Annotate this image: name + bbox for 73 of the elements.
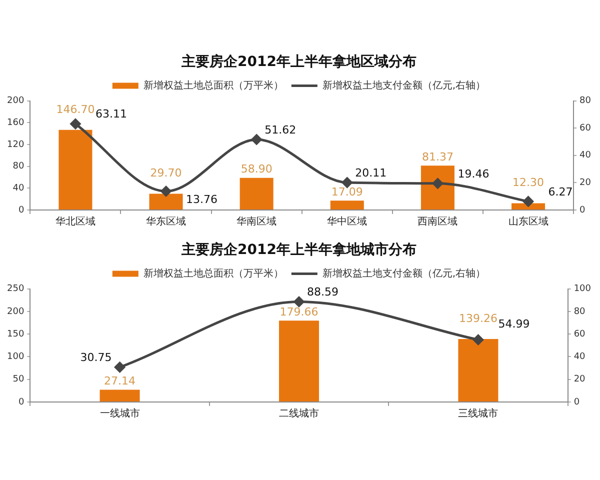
bar (58, 130, 92, 210)
x-tick-label: 一线城市 (100, 408, 140, 420)
bar (100, 390, 140, 402)
point (342, 177, 352, 188)
data-label: 139.26 (458, 312, 498, 325)
data-label: 179.66 (280, 306, 318, 319)
legend-label: 新增权益土地总面积（万平米） (143, 267, 284, 280)
legend-label: 新增权益土地支付金额（亿元,右轴） (322, 79, 486, 92)
x-tick-label: 三线城市 (458, 408, 498, 420)
y2-tick-label: 100 (574, 284, 592, 294)
bar (420, 166, 454, 210)
y2-tick-label: 0 (580, 205, 586, 216)
data-label: 63.11 (95, 108, 127, 121)
data-label: 6.27 (548, 185, 573, 198)
x-tick-label: 山东区域 (508, 216, 548, 228)
y-tick-label: 150 (6, 329, 24, 340)
point (472, 334, 484, 345)
data-label: 146.70 (56, 102, 95, 116)
data-label: 51.62 (264, 123, 296, 136)
legend-label: 新增权益土地支付金额（亿元,右轴） (322, 267, 486, 280)
data-label: 30.75 (80, 351, 112, 364)
bar (149, 194, 183, 210)
data-label: 19.46 (458, 167, 490, 180)
bar (458, 338, 498, 402)
point (523, 196, 534, 207)
data-label: 20.11 (355, 166, 387, 180)
point (294, 296, 304, 307)
y2-tick-label: 80 (580, 96, 592, 106)
y-tick-label: 120 (6, 140, 24, 150)
data-label: 88.59 (307, 286, 338, 299)
bar (330, 200, 364, 210)
y-tick-label: 40 (12, 184, 24, 194)
data-label: 27.14 (104, 374, 136, 388)
y2-tick-label: 20 (580, 178, 592, 188)
y-tick-label: 50 (12, 374, 24, 385)
point (160, 186, 172, 196)
x-tick-label: 西南区域 (418, 216, 458, 228)
y-tick-label: 160 (6, 118, 24, 128)
y2-tick-label: 40 (574, 352, 586, 362)
y-tick-label: 80 (12, 162, 24, 172)
data-label: 13.76 (186, 193, 218, 206)
y-tick-label: 100 (6, 352, 24, 362)
data-label: 58.90 (240, 162, 272, 176)
y2-tick-label: 80 (574, 306, 586, 317)
point (251, 134, 262, 145)
x-tick-label: 华东区域 (146, 216, 186, 228)
x-tick-label: 华中区域 (327, 216, 368, 228)
y-tick-label: 0 (18, 205, 24, 216)
data-label: 12.30 (512, 176, 544, 190)
x-tick-label: 华南区域 (236, 216, 277, 228)
legend-label: 新增权益土地总面积（万平米） (143, 79, 284, 92)
point (114, 362, 126, 372)
y2-tick-label: 60 (580, 123, 592, 134)
y2-tick-label: 20 (574, 374, 586, 385)
data-label: 17.09 (331, 186, 363, 199)
bar (512, 203, 546, 210)
bar (240, 178, 274, 210)
y-tick-label: 0 (18, 397, 24, 408)
y2-tick-label: 40 (580, 150, 592, 161)
data-label: 54.99 (498, 318, 530, 331)
y-tick-label: 250 (6, 284, 24, 294)
point (70, 118, 81, 130)
y-tick-label: 200 (6, 96, 24, 106)
x-tick-label: 二线城市 (279, 408, 319, 420)
chart-title: 主要房企2012年上半年拿地城市分布 (180, 241, 416, 258)
data-label: 29.70 (150, 166, 182, 180)
y-tick-label: 200 (6, 306, 24, 317)
bar (279, 320, 319, 402)
chart-title: 主要房企2012年上半年拿地区域分布 (180, 53, 416, 70)
x-tick-label: 华北区域 (55, 216, 96, 228)
y2-tick-label: 60 (574, 329, 586, 340)
data-label: 81.37 (422, 150, 454, 164)
y2-tick-label: 0 (574, 397, 580, 408)
